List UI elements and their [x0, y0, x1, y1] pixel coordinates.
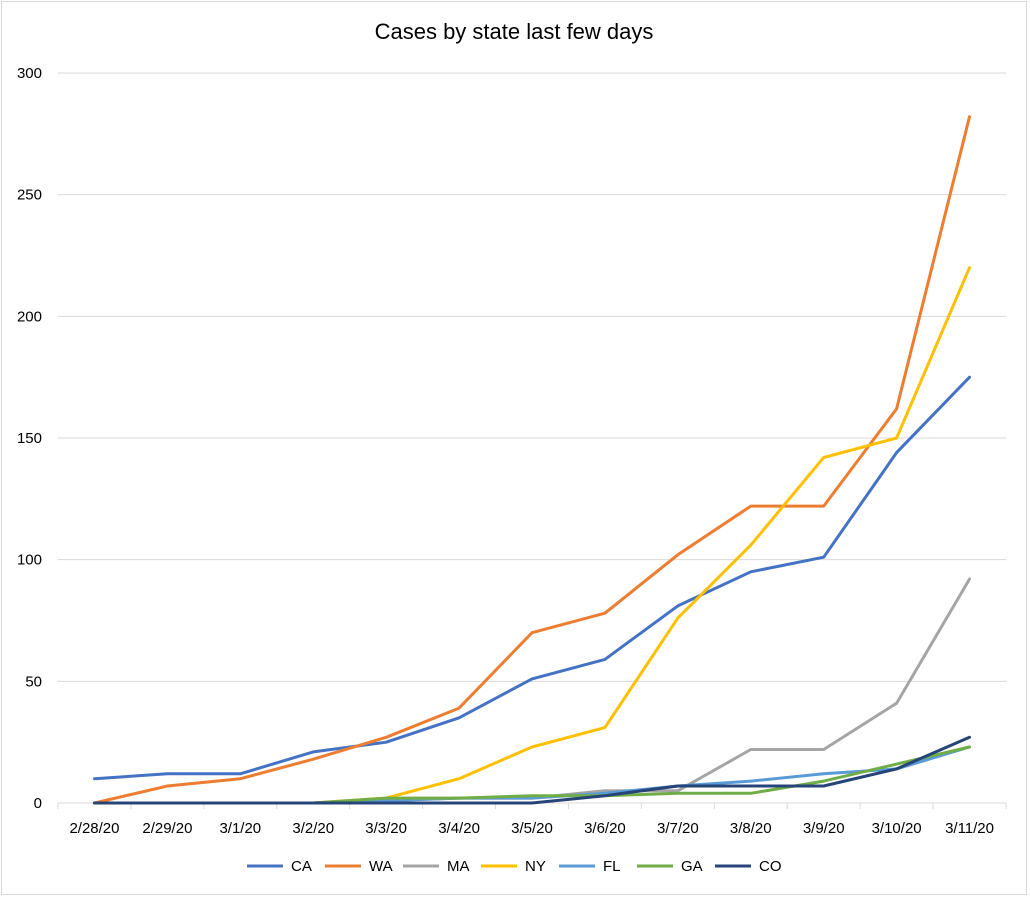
x-tick-label: 3/11/20: [945, 820, 994, 837]
y-tick-label: 150: [17, 430, 42, 447]
series-line-wa: [93, 115, 971, 805]
series-lines: [93, 115, 971, 805]
x-tick-label: 3/1/20: [219, 820, 261, 837]
y-tick-label: 250: [17, 187, 42, 204]
legend-label-wa: WA: [369, 858, 393, 875]
y-tick-label: 0: [34, 795, 42, 812]
x-tick-label: 3/6/20: [584, 820, 626, 837]
x-tick-label: 3/10/20: [872, 820, 922, 837]
legend-label-ca: CA: [291, 858, 312, 875]
x-tick-label: 2/29/20: [142, 820, 192, 837]
x-tick-label: 3/7/20: [657, 820, 699, 837]
y-tick-label: 300: [17, 65, 42, 82]
x-tick-label: 3/3/20: [365, 820, 407, 837]
series-line-ma: [93, 577, 971, 805]
x-tick-label: 3/8/20: [730, 820, 772, 837]
y-tick-label: 100: [17, 552, 42, 569]
legend-label-ny: NY: [525, 858, 546, 875]
x-tick-label: 3/9/20: [803, 820, 845, 837]
x-tick-label: 3/2/20: [292, 820, 334, 837]
gridlines: [58, 72, 1006, 682]
series-line-co: [93, 735, 971, 805]
legend-label-fl: FL: [603, 858, 621, 875]
legend-label-co: CO: [759, 858, 782, 875]
x-tick-label: 3/5/20: [511, 820, 553, 837]
series-line-ca: [93, 375, 971, 781]
x-tick-label: 2/28/20: [69, 820, 119, 837]
legend: CA WA MA NY FL GA CO: [247, 858, 782, 875]
chart-title: Cases by state last few days: [375, 19, 654, 44]
legend-label-ma: MA: [447, 858, 470, 875]
x-tick-label: 3/4/20: [438, 820, 480, 837]
axes: 0 50 100 150 200 250 300 2/28/20 2/29/20 3/1/20 3/…: [17, 65, 1007, 837]
legend-label-ga: GA: [681, 858, 703, 875]
y-tick-label: 200: [17, 308, 42, 325]
y-tick-label: 50: [25, 673, 42, 690]
